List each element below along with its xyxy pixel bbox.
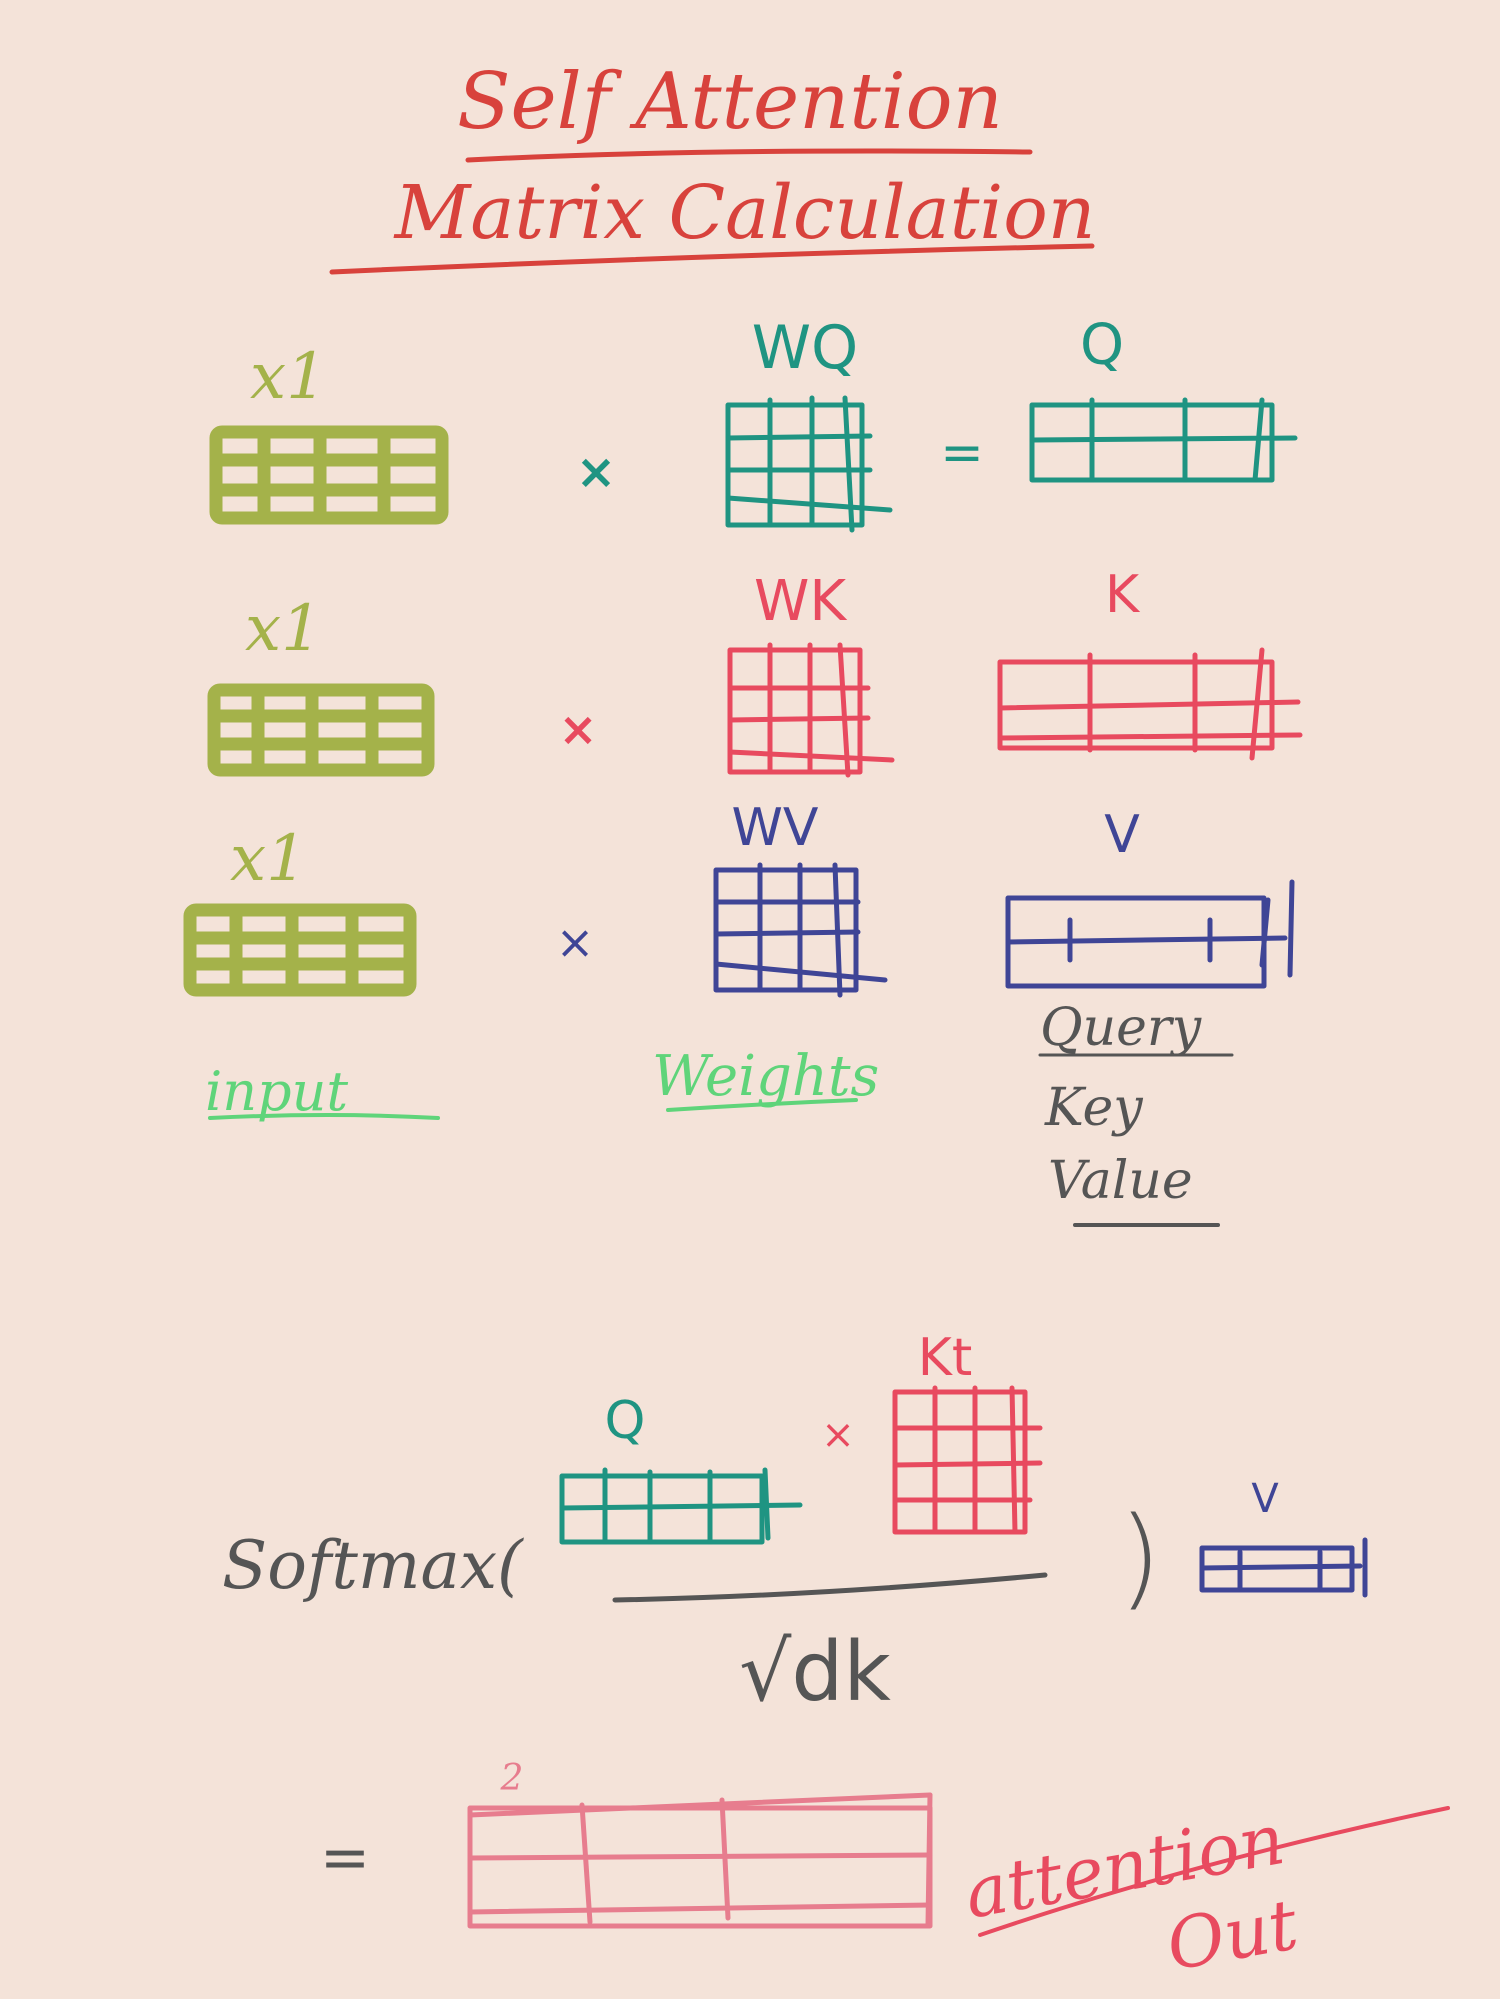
- formula-kt-label: Kt: [918, 1328, 973, 1388]
- input-label-q: x1: [250, 340, 327, 414]
- formula-denominator: √dk: [739, 1625, 891, 1720]
- fraction-bar: [612, 1572, 1048, 1603]
- weight-label-k: WK: [754, 569, 847, 634]
- weight-label-q: WQ: [752, 313, 859, 383]
- attention-result: = 2 attention Out: [320, 1758, 1450, 1987]
- caption-input: input: [205, 1060, 348, 1123]
- multiply-op-k: ×: [559, 702, 598, 756]
- output-matrix-q: [1029, 397, 1298, 483]
- row-value: x1 × WV V: [183, 798, 1295, 998]
- formula-close-paren: ): [1119, 1493, 1162, 1621]
- input-label-k: x1: [245, 592, 322, 666]
- result-label-underline: [978, 1806, 1450, 1937]
- input-matrix-v: [183, 903, 417, 997]
- input-matrix-k: [207, 683, 435, 777]
- input-matrix-q: [209, 425, 449, 525]
- formula-multiply-op: ×: [821, 1412, 855, 1458]
- caption-weights-underline: [666, 1098, 858, 1112]
- title-line-1: Self Attention: [457, 57, 1003, 147]
- legend-key: Key: [1044, 1078, 1143, 1138]
- result-matrix: [467, 1792, 933, 1929]
- title-line-2: Matrix Calculation: [393, 170, 1096, 256]
- input-label-v: x1: [230, 822, 307, 896]
- weight-label-v: WV: [732, 798, 819, 858]
- legend-value: Value: [1048, 1151, 1193, 1211]
- multiply-op-q: ×: [576, 444, 616, 500]
- caption-weights: Weights: [652, 1044, 879, 1109]
- formula-kt-matrix: [892, 1385, 1043, 1535]
- result-index: 2: [500, 1758, 524, 1799]
- row-key: x1 × WK K: [207, 565, 1303, 778]
- formula-q-label: Q: [605, 1391, 646, 1451]
- result-equals: =: [320, 1823, 370, 1893]
- qkv-legend: Query Key Value: [1038, 998, 1234, 1227]
- formula-q-matrix: [559, 1467, 803, 1545]
- weight-matrix-q: [725, 395, 893, 533]
- attention-formula: Softmax( Q × Kt √dk ) V: [222, 1328, 1368, 1720]
- result-label-line-2: Out: [1161, 1883, 1305, 1987]
- title-underline-1: [465, 148, 1033, 163]
- output-label-v: V: [1104, 805, 1140, 865]
- weight-matrix-v: [713, 862, 888, 998]
- caption-input-underline: [208, 1113, 440, 1120]
- output-matrix-k: [997, 647, 1303, 761]
- softmax-label: Softmax(: [222, 1527, 524, 1604]
- output-label-q: Q: [1080, 313, 1124, 378]
- title-block: Self Attention Matrix Calculation: [329, 57, 1096, 275]
- equals-op-q: =: [940, 423, 984, 483]
- multiply-op-v: ×: [556, 915, 595, 969]
- weight-matrix-k: [727, 642, 895, 778]
- captions: input Weights: [205, 1044, 879, 1123]
- row-query: x1 × WQ = Q: [209, 313, 1298, 533]
- output-matrix-v: [1005, 879, 1295, 989]
- formula-v-label: V: [1251, 1476, 1279, 1522]
- formula-v-matrix: [1199, 1537, 1368, 1598]
- output-label-k: K: [1105, 565, 1141, 625]
- title-underline-2: [329, 243, 1095, 275]
- legend-query: Query: [1040, 998, 1202, 1058]
